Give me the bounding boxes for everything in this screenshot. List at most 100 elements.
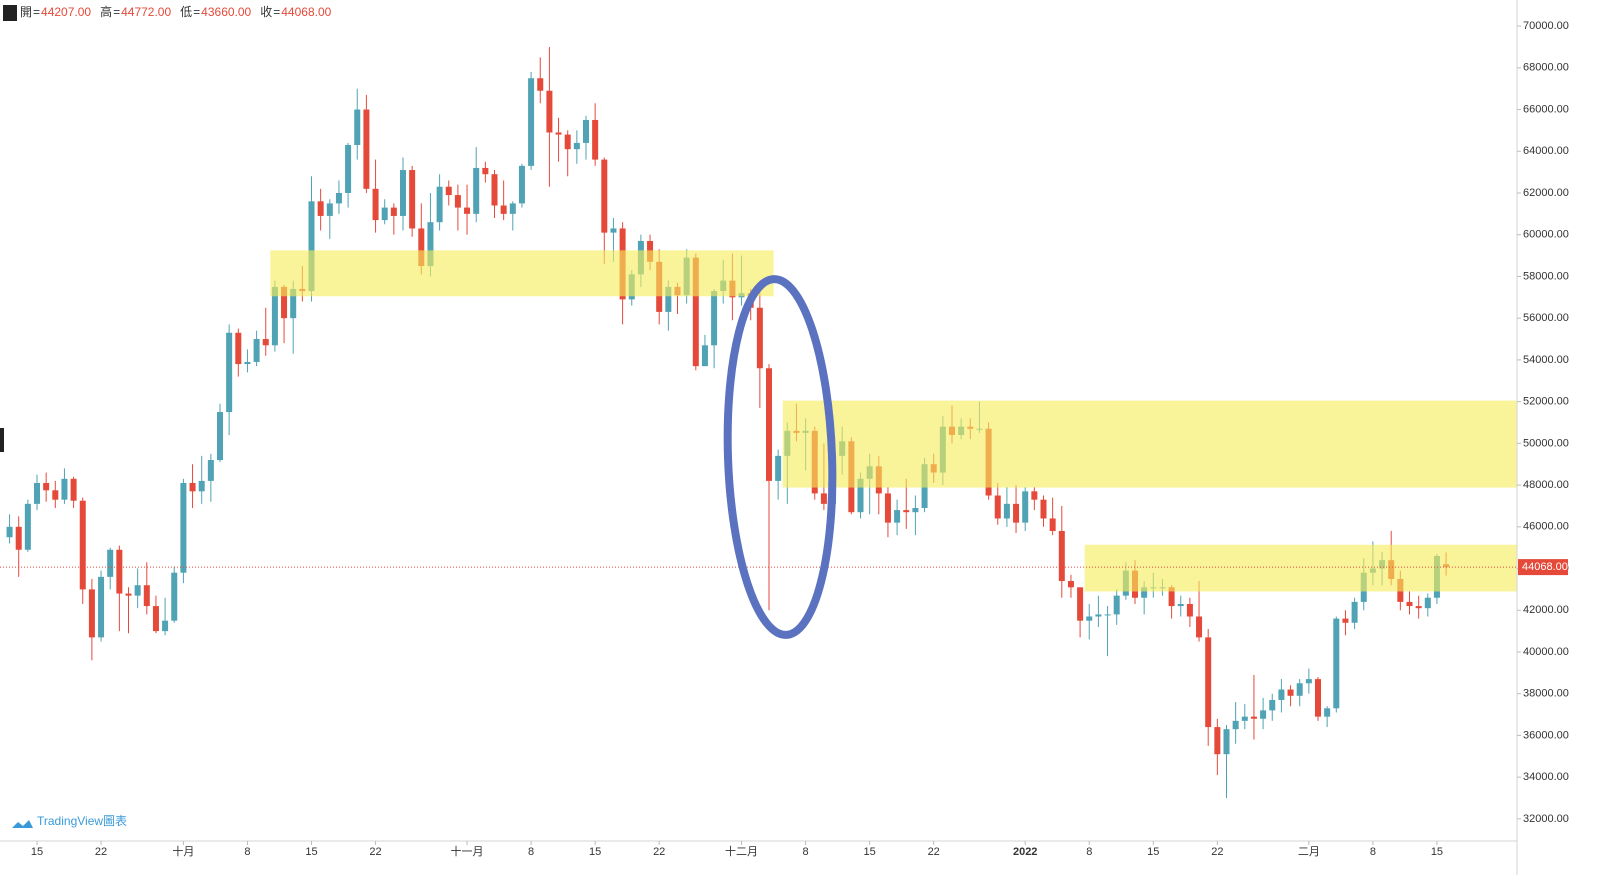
candle-body (226, 332, 233, 413)
x-tick-label: 8 (1086, 846, 1092, 858)
y-tick-label: 68000.00 (1523, 62, 1569, 74)
candle-body (1013, 503, 1020, 523)
y-tick-label: 60000.00 (1523, 229, 1569, 241)
candle-body (70, 478, 77, 501)
candle-body (198, 480, 205, 492)
candle-body (1241, 716, 1248, 721)
y-tick-label: 50000.00 (1523, 437, 1569, 449)
candle-body (1305, 679, 1312, 684)
candle-body (207, 460, 214, 481)
y-tick-label: 32000.00 (1523, 813, 1569, 825)
header-value: 44068.00 (281, 5, 331, 19)
candle-body (701, 345, 708, 367)
candle-body (1223, 729, 1230, 755)
candle-body (1077, 587, 1084, 621)
candle-body (152, 606, 159, 632)
candle-body (1278, 689, 1285, 700)
x-tick-label: 15 (1431, 846, 1443, 858)
candle-body (464, 207, 471, 214)
candle-body (500, 205, 507, 214)
x-tick-label: 二月 (1298, 846, 1320, 858)
y-tick-label: 64000.00 (1523, 145, 1569, 157)
y-tick-label: 56000.00 (1523, 312, 1569, 324)
zone (1084, 544, 1517, 592)
header-label: 收 (260, 5, 272, 19)
candle-body (1049, 518, 1056, 531)
candle-body (281, 286, 288, 319)
candle-body (418, 228, 425, 267)
zone (782, 400, 1517, 488)
candle-body (546, 90, 553, 133)
candle-body (6, 526, 13, 538)
candle-body (711, 291, 718, 346)
x-tick-label: 15 (1147, 846, 1159, 858)
candle-body (290, 288, 297, 319)
y-tick-label: 48000.00 (1523, 479, 1569, 491)
candle-body (1113, 595, 1120, 615)
x-tick-label: 8 (803, 846, 809, 858)
candle-body (903, 510, 910, 513)
candle-body (610, 228, 617, 233)
candle-body (1324, 708, 1331, 717)
candle-body (1260, 710, 1267, 719)
candle-body (1095, 614, 1102, 617)
ohlc-header: 開 = 44207.00 高 = 44772.00 低 = 43660.00 收 = 44068.00 (20, 4, 332, 19)
candle-body (1177, 603, 1184, 607)
header-eq: = (33, 5, 40, 19)
candle-body (381, 207, 388, 221)
candle-body (1214, 727, 1221, 755)
y-tick-label: 54000.00 (1523, 354, 1569, 366)
x-tick-label: 15 (864, 846, 876, 858)
candle-body (692, 257, 699, 367)
x-tick-label: 22 (95, 846, 107, 858)
header-eq: = (113, 5, 120, 19)
y-tick-label: 36000.00 (1523, 729, 1569, 741)
candle-body (363, 109, 370, 189)
symbol-icon (3, 5, 17, 21)
candle-body (34, 482, 40, 504)
x-tick-label: 8 (528, 846, 534, 858)
x-tick-label: 十月 (172, 844, 194, 858)
x-tick-label: 22 (1211, 846, 1223, 858)
candle-body (775, 455, 782, 481)
candle-body (445, 186, 452, 196)
candle-body (1040, 499, 1047, 519)
candle-body (1415, 606, 1422, 609)
candle-body (1296, 683, 1303, 696)
candle-body (345, 145, 352, 193)
candle-body (1186, 603, 1193, 617)
header-eq: = (193, 5, 200, 19)
candle-body (454, 195, 461, 208)
highlight-ellipse (723, 275, 837, 639)
candle-body (573, 142, 580, 150)
candle-body (409, 170, 416, 229)
candle-body (162, 620, 169, 632)
y-tick-label: 38000.00 (1523, 688, 1569, 700)
candle-body (1351, 601, 1358, 623)
x-tick-label: 15 (31, 846, 43, 858)
x-tick-label: 8 (244, 846, 250, 858)
candle-body (1031, 491, 1038, 500)
candle-body (537, 78, 544, 91)
candle-body (601, 159, 608, 233)
candle-body (61, 478, 68, 500)
overlay (0, 250, 1517, 592)
brand-logo (12, 820, 33, 828)
candle-body (473, 167, 480, 214)
candle-body (143, 585, 150, 607)
candle-body (262, 339, 269, 346)
y-tick-label: 42000.00 (1523, 604, 1569, 616)
header-label: 開 (20, 5, 32, 19)
y-tick-label: 58000.00 (1523, 270, 1569, 282)
y-tick-label: 66000.00 (1523, 103, 1569, 115)
candle-body (326, 203, 333, 216)
candle-body (592, 119, 599, 160)
candle-body (427, 222, 434, 267)
candle-body (217, 412, 223, 461)
candle-body (1104, 614, 1111, 616)
axis: 32000.00 34000.00 36000.00 38000.00 40000.00… (31, 20, 1569, 858)
candle-body (400, 170, 406, 216)
candle-body (1086, 616, 1093, 621)
candle-body (820, 493, 827, 504)
